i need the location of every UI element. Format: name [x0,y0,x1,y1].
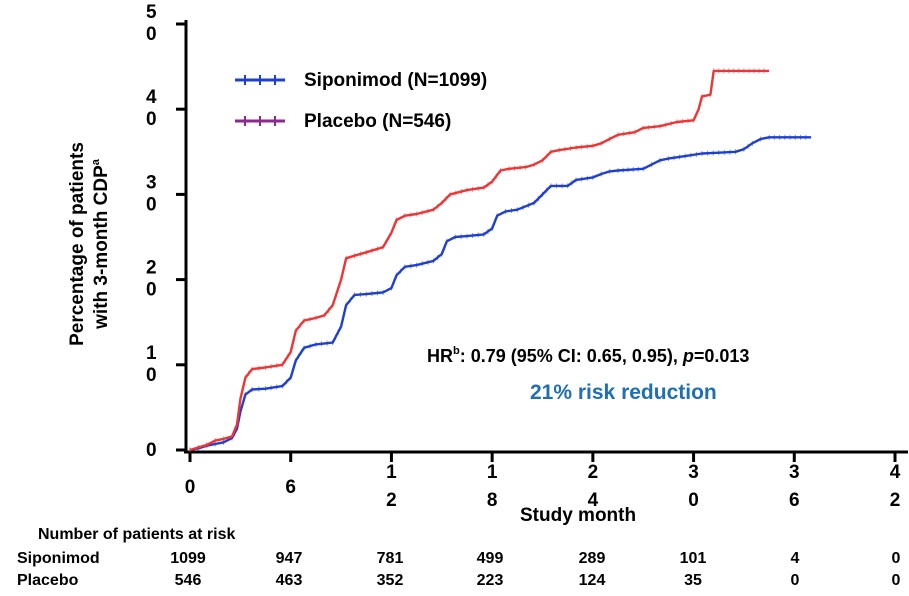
risk-cell: 499 [476,550,504,567]
risk-cell: 947 [275,550,303,567]
risk-cell: 0 [891,572,901,589]
y-tick-label: 0 [146,280,157,301]
curves [189,68,812,453]
risk-row-label: Siponimod [17,550,100,567]
x-tick-label: 1 [487,462,498,483]
y-axis-title: Percentage of patients with 3-month CDPa [67,142,112,346]
legend-label-placebo: Placebo (N=546) [304,111,451,132]
risk-cell: 35 [684,572,702,589]
risk-cell: 101 [679,550,707,567]
y-tick-label: 1 [146,343,157,364]
risk-cell: 546 [174,572,202,589]
risk-cell: 1099 [170,550,206,567]
x-tick-label: 3 [688,462,699,483]
risk-cell: 0 [891,550,901,567]
risk-cell: 4 [790,550,800,567]
y-tick-label: 0 [146,440,157,461]
risk-cell: 289 [578,550,606,567]
x-tick-label: 4 [588,490,599,511]
x-tick-label: 3 [789,462,800,483]
x-tick-label: 2 [386,490,397,511]
y-tick-label: 0 [146,365,157,386]
x-axis-title: Study month [520,505,636,526]
x-tick-label: 1 [386,462,397,483]
legend: Siponimod (N=1099) Placebo (N=546) [235,70,487,132]
hazard-ratio-annotation: HRb: 0.79 (95% CI: 0.65, 0.95), p=0.013 [427,345,749,366]
risk-cell: 781 [376,550,404,567]
risk-reduction-annotation: 21% risk reduction [530,381,717,404]
risk-cell: 352 [376,572,404,589]
y-tick-label: 5 [146,2,157,23]
series-line-siponimod [189,136,812,452]
x-tick-label: 6 [285,477,296,498]
risk-cell: 463 [275,572,303,589]
y-tick-label: 0 [146,109,157,130]
y-tick-label: 2 [146,258,157,279]
risk-row-label: Placebo [17,572,79,589]
x-tick-label: 6 [789,490,800,511]
y-axis-title-line1: Percentage of patients [67,142,88,346]
x-tick-label: 8 [487,490,498,511]
x-tick-label: 0 [688,490,699,511]
x-tick-label: 2 [890,490,901,511]
y-tick-label: 0 [146,194,157,215]
y-tick-label: 4 [146,87,157,108]
risk-cell: 124 [578,572,606,589]
y-axis-title-line2: with 3-month CDPa [90,158,112,330]
x-tick-label: 0 [185,477,196,498]
risk-cell: 223 [476,572,504,589]
y-tick-label: 0 [146,24,157,45]
y-tick-label: 3 [146,172,157,193]
risk-table-title: Number of patients at risk [38,526,236,543]
x-tick-label: 4 [890,462,901,483]
risk-row-siponimod: Siponimod 1099 947 781 499 289 101 4 0 [0,550,909,570]
risk-cell: 0 [790,572,800,589]
x-tick-label: 2 [588,462,599,483]
legend-label-siponimod: Siponimod (N=1099) [304,70,487,91]
risk-row-placebo: Placebo 546 463 352 223 124 35 0 0 [0,572,909,592]
